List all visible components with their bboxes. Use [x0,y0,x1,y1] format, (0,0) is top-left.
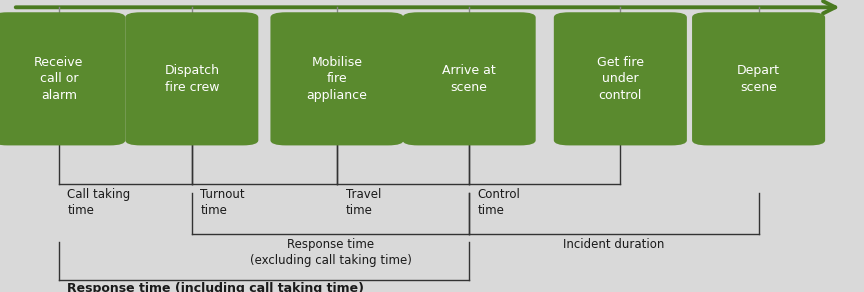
FancyBboxPatch shape [270,12,403,145]
FancyBboxPatch shape [403,12,536,145]
Text: Turnout
time: Turnout time [200,188,245,217]
FancyBboxPatch shape [692,12,825,145]
Text: Receive
call or
alarm: Receive call or alarm [34,56,84,102]
Text: Incident duration: Incident duration [563,238,664,251]
Text: Depart
scene: Depart scene [737,64,780,94]
Text: Get fire
under
control: Get fire under control [597,56,644,102]
Text: Response time
(excluding call taking time): Response time (excluding call taking tim… [250,238,411,267]
FancyBboxPatch shape [125,12,258,145]
Text: Control
time: Control time [478,188,521,217]
Text: Travel
time: Travel time [346,188,381,217]
Text: Dispatch
fire crew: Dispatch fire crew [164,64,219,94]
FancyBboxPatch shape [0,12,125,145]
Text: Call taking
time: Call taking time [67,188,130,217]
Text: Arrive at
scene: Arrive at scene [442,64,496,94]
Text: Mobilise
fire
appliance: Mobilise fire appliance [307,56,367,102]
Text: Response time (including call taking time): Response time (including call taking tim… [67,282,365,292]
FancyBboxPatch shape [554,12,687,145]
